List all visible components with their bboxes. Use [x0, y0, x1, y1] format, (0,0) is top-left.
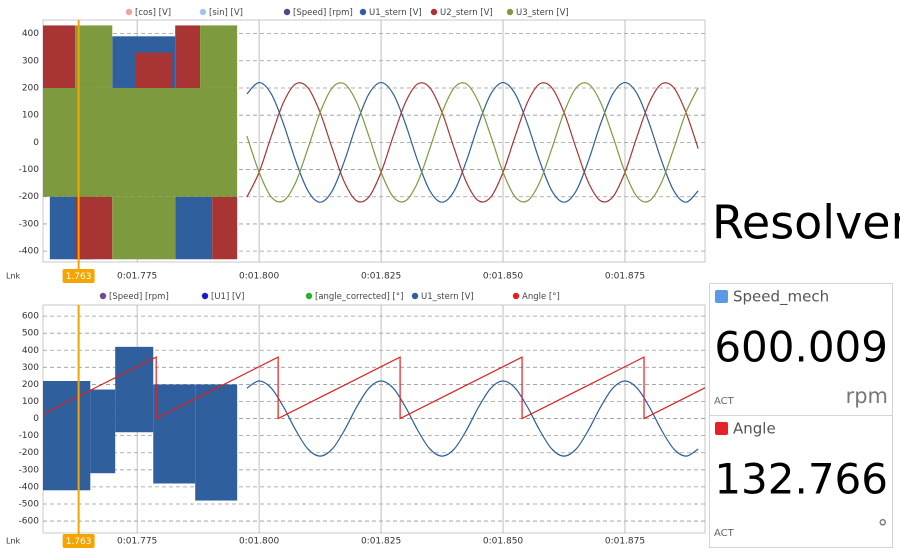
y-tick-label: -300 — [19, 465, 40, 475]
y-tick-label: 400 — [22, 29, 39, 39]
y-tick-label: -400 — [19, 482, 40, 492]
y-tick-label: 600 — [22, 312, 39, 322]
corner-label: Lnk — [6, 537, 21, 546]
signal-band — [43, 87, 238, 197]
x-tick-label: 0:01.825 — [361, 272, 401, 282]
signal-band — [153, 384, 196, 484]
y-tick-label: -200 — [19, 448, 40, 458]
y-tick-label: 100 — [22, 111, 39, 121]
legend-marker — [199, 8, 207, 16]
panel-label: Angle — [733, 420, 776, 438]
cursor-label: 1.763 — [66, 537, 92, 547]
legend-label: [angle_corrected] [°] — [315, 292, 403, 302]
legend-label: U1_stern [V] — [369, 8, 422, 18]
legend-marker — [99, 292, 107, 300]
legend-label: [sin] [V] — [209, 8, 243, 18]
signal-band — [112, 196, 176, 260]
panel-label: Speed_mech — [733, 288, 829, 307]
legend-marker — [430, 8, 438, 16]
y-tick-label: 300 — [22, 363, 39, 373]
panel-swatch — [715, 290, 728, 303]
legend-label: [Speed] [rpm] — [109, 292, 169, 302]
signal-band — [43, 381, 91, 491]
y-tick-label: -300 — [19, 219, 40, 229]
x-tick-label: 0:01.775 — [117, 537, 157, 547]
x-tick-label: 0:01.875 — [605, 272, 645, 282]
y-tick-label: 0 — [33, 414, 39, 424]
signal-band — [175, 196, 213, 260]
cursor-box — [62, 534, 95, 548]
legend-label: U1_stern [V] — [421, 292, 474, 302]
signal-band — [200, 25, 238, 88]
legend-marker — [411, 292, 419, 300]
x-tick-label: 0:01.850 — [483, 272, 524, 282]
legend-label: [U1] [V] — [211, 292, 244, 302]
y-tick-label: 400 — [22, 346, 39, 356]
x-tick-label: 0:01.875 — [605, 537, 645, 547]
panel-status: ACT — [714, 528, 735, 539]
y-tick-label: 200 — [22, 83, 39, 93]
y-tick-label: 100 — [22, 397, 39, 407]
y-tick-label: -500 — [19, 499, 40, 509]
legend-label: [Speed] [rpm] — [293, 8, 353, 18]
y-tick-label: 0 — [33, 138, 39, 148]
signal-band — [212, 196, 238, 260]
signal-line — [246, 82, 699, 203]
y-tick-label: 300 — [22, 56, 39, 66]
legend-marker — [359, 8, 367, 16]
y-tick-label: -100 — [19, 165, 40, 175]
legend-marker — [125, 8, 133, 16]
x-tick-label: 0:01.850 — [483, 537, 524, 547]
x-tick-label: 0:01.800 — [239, 272, 280, 282]
y-tick-label: 200 — [22, 380, 39, 390]
signal-line — [246, 82, 699, 203]
legend-label: U3_stern [V] — [516, 8, 569, 18]
panel-value: 600.009 — [714, 323, 888, 372]
cursor-box — [62, 269, 95, 283]
legend-label: [cos] [V] — [135, 8, 171, 18]
panel-frame — [709, 415, 893, 548]
plot-layer — [43, 346, 705, 501]
y-tick-label: -100 — [19, 431, 40, 441]
corner-label: Lnk — [6, 272, 21, 281]
panel-unit: ° — [878, 516, 889, 540]
signal-band — [75, 25, 113, 88]
y-tick-label: -600 — [19, 517, 40, 527]
y-tick-label: -400 — [19, 247, 40, 257]
panel-unit: rpm — [846, 384, 888, 408]
x-tick-label: 0:01.825 — [361, 537, 401, 547]
panel-value: 132.766 — [714, 455, 888, 504]
legend-label: U2_stern [V] — [440, 8, 493, 18]
y-tick-label: 500 — [22, 329, 39, 339]
legend-marker — [506, 8, 514, 16]
cursor-label: 1.763 — [66, 272, 92, 282]
page-title: Resolver — [712, 196, 900, 250]
panel-frame — [709, 283, 893, 416]
signal-band — [195, 384, 238, 501]
panel-swatch — [715, 422, 728, 435]
signal-line — [43, 356, 705, 420]
signal-line — [246, 380, 699, 457]
panel-status: ACT — [714, 396, 735, 407]
y-tick-label: -200 — [19, 192, 40, 202]
legend-marker — [305, 292, 313, 300]
x-tick-label: 0:01.800 — [239, 537, 280, 547]
signal-band — [90, 389, 116, 474]
x-tick-label: 0:01.775 — [117, 272, 157, 282]
legend-marker — [283, 8, 291, 16]
signal-line — [246, 81, 699, 203]
plot-layer — [43, 25, 699, 260]
legend-marker — [201, 292, 209, 300]
legend-label: Angle [°] — [522, 292, 560, 302]
signal-band — [115, 346, 154, 433]
legend-marker — [512, 292, 520, 300]
signal-band — [75, 196, 113, 260]
